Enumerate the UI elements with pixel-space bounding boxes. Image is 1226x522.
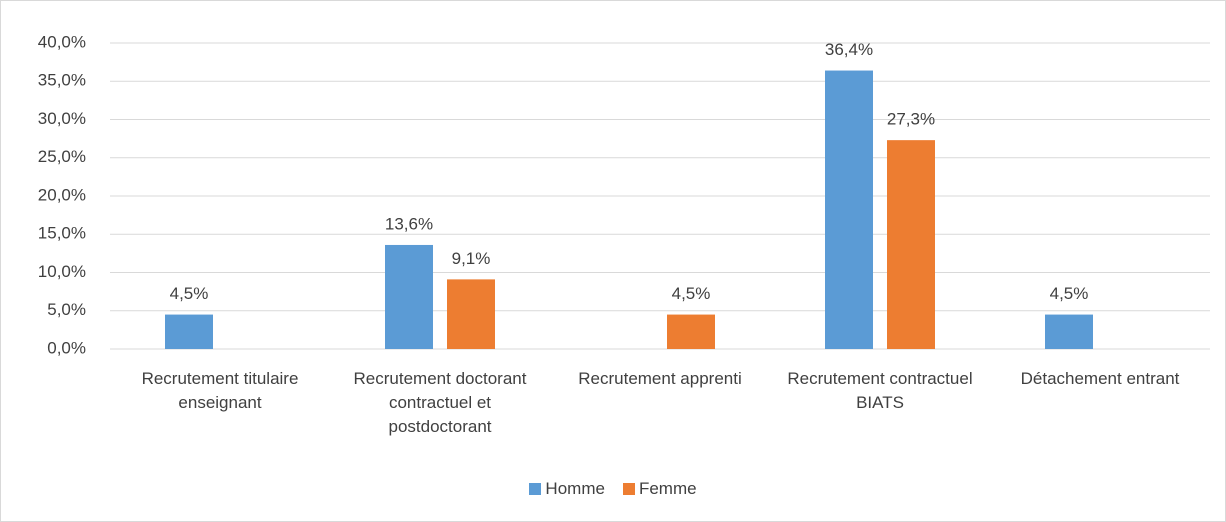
bar [825, 70, 873, 349]
legend-label: Homme [545, 479, 605, 498]
y-tick-label: 5,0% [47, 300, 86, 319]
bar [447, 279, 495, 349]
x-tick-label: Recrutement titulaire enseignant [141, 369, 299, 412]
data-label: 4,5% [672, 284, 711, 303]
y-tick-label: 15,0% [38, 224, 86, 243]
y-tick-label: 30,0% [38, 109, 86, 128]
data-label: 4,5% [170, 284, 209, 303]
bar [667, 314, 715, 349]
x-tick-label: Recrutement doctorant contractuel et pos… [353, 369, 527, 436]
x-tick-label: Recrutement apprenti [578, 369, 742, 388]
bar [165, 314, 213, 349]
y-tick-label: 0,0% [47, 338, 86, 357]
y-tick-label: 40,0% [38, 32, 86, 51]
bar [1045, 314, 1093, 349]
y-tick-label: 25,0% [38, 147, 86, 166]
data-label: 27,3% [887, 110, 935, 129]
x-tick-label: Recrutement contractuel BIATS [787, 369, 973, 412]
legend-item: Homme [529, 479, 605, 499]
y-tick-label: 10,0% [38, 262, 86, 281]
legend-swatch [622, 483, 635, 495]
legend-label: Femme [638, 479, 697, 498]
data-label: 4,5% [1050, 284, 1089, 303]
data-label: 9,1% [452, 249, 491, 268]
bar [887, 140, 935, 349]
data-label: 36,4% [825, 40, 873, 59]
y-tick-label: 35,0% [38, 71, 86, 90]
legend: Homme Femme [1, 479, 1225, 499]
x-tick-label: Détachement entrant [1020, 369, 1180, 388]
legend-item: Femme [622, 479, 697, 499]
bar [385, 244, 433, 349]
y-tick-label: 20,0% [38, 185, 86, 204]
legend-swatch [529, 483, 542, 495]
data-label: 13,6% [385, 214, 433, 233]
